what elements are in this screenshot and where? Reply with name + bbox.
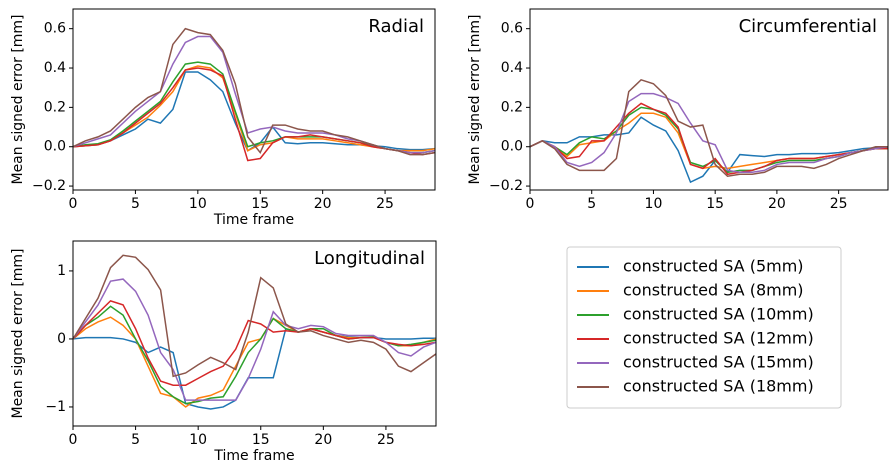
x-tick-label: 25 <box>830 196 848 212</box>
y-tick-label: 0 <box>57 331 66 347</box>
series-line <box>530 102 888 176</box>
x-tick-label: 15 <box>251 196 269 212</box>
x-tick-label: 0 <box>526 196 535 212</box>
y-axis-label: Mean signed error [mm] <box>10 248 26 418</box>
x-tick-label: 25 <box>376 196 394 212</box>
y-tick-label: 0.4 <box>44 60 66 76</box>
x-tick-label: 15 <box>252 432 270 448</box>
y-tick-label: −1 <box>45 399 66 415</box>
x-tick-label: 20 <box>768 196 786 212</box>
series-line <box>73 35 435 154</box>
x-tick-label: 10 <box>189 432 207 448</box>
x-tick-label: 20 <box>314 432 332 448</box>
y-tick-label: 0.6 <box>501 21 523 37</box>
y-tick-label: 0.0 <box>501 139 523 155</box>
legend-label: constructed SA (12mm) <box>623 329 814 348</box>
x-axis-label: Time frame <box>213 212 294 228</box>
chart-title: Longitudinal <box>314 248 425 269</box>
chart-title: Radial <box>368 16 424 37</box>
axes-frame <box>529 8 889 191</box>
x-tick-label: 25 <box>377 432 395 448</box>
y-axis-label: Mean signed error [mm] <box>467 14 483 184</box>
x-tick-label: 10 <box>189 196 207 212</box>
x-tick-label: 0 <box>69 432 78 448</box>
y-tick-label: 0.2 <box>501 99 523 115</box>
series-line <box>530 78 888 178</box>
y-tick-label: 0.2 <box>44 99 66 115</box>
y-tick-label: −0.2 <box>32 178 66 194</box>
chart-title: Circumferential <box>739 16 877 37</box>
series-line <box>73 27 435 156</box>
x-tick-label: 5 <box>587 196 596 212</box>
x-tick-label: 5 <box>131 432 140 448</box>
series-line <box>73 254 436 378</box>
x-tick-label: 20 <box>314 196 332 212</box>
series-line <box>73 299 436 386</box>
legend-label: constructed SA (15mm) <box>623 353 814 372</box>
series-line <box>530 116 888 184</box>
axes-frame <box>72 240 437 427</box>
y-tick-label: 1 <box>57 263 66 279</box>
x-tick-label: 10 <box>645 196 663 212</box>
y-tick-label: −0.2 <box>489 178 523 194</box>
y-tick-label: 0.6 <box>44 21 66 37</box>
y-tick-label: 0.4 <box>501 60 523 76</box>
legend-label: constructed SA (5mm) <box>623 257 804 276</box>
legend-box <box>566 246 842 409</box>
series-line <box>73 305 436 405</box>
x-axis-label: Time frame <box>213 448 294 461</box>
x-tick-label: 15 <box>706 196 724 212</box>
legend-label: constructed SA (10mm) <box>623 305 814 324</box>
legend-label: constructed SA (18mm) <box>623 377 814 396</box>
series-line <box>73 278 436 401</box>
series-line <box>73 61 435 154</box>
series-line <box>73 67 435 162</box>
legend-label: constructed SA (8mm) <box>623 281 804 300</box>
axes-frame <box>72 8 436 191</box>
x-tick-label: 0 <box>69 196 78 212</box>
y-tick-label: 0.0 <box>44 139 66 155</box>
series-line <box>73 65 435 152</box>
series-line <box>73 71 435 152</box>
x-tick-label: 5 <box>131 196 140 212</box>
y-axis-label: Mean signed error [mm] <box>10 14 26 184</box>
